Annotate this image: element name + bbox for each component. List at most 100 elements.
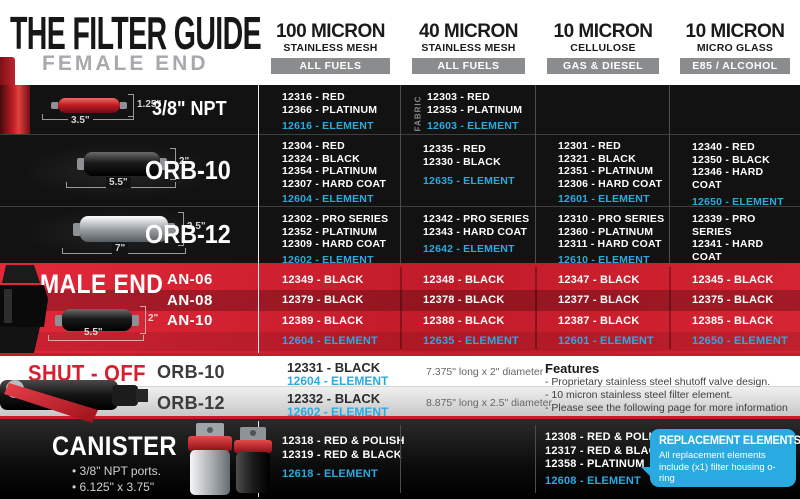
part-numbers: 12301 - RED 12321 - BLACK 12351 - PLATIN… xyxy=(558,140,663,190)
callout-body: All replacement elements include (x1) fi… xyxy=(659,450,776,484)
part-numbers: 12310 - PRO SERIES 12360 - PLATINUM 1231… xyxy=(558,213,665,250)
dim-length-label: 7" xyxy=(112,243,129,254)
cell-orb10-10micron-glass: 12340 - RED 12350 - BLACK 12346 - HARD C… xyxy=(670,135,800,208)
media-label: STAINLESS MESH xyxy=(283,42,378,54)
part-number: 12345 - BLACK xyxy=(692,274,774,286)
table-row-male-elements: 12604 - ELEMENT 12635 - ELEMENT 12601 - … xyxy=(0,332,800,351)
cell-npt-100micron: 12316 - RED 12366 - PLATINUM 12616 - ELE… xyxy=(260,85,401,134)
part-number: 12387 - BLACK xyxy=(558,315,640,327)
cell-npt-10micron-cellulose xyxy=(536,85,670,134)
dimension-bracket xyxy=(128,94,134,117)
part-numbers: 12318 - RED & POLISH 12319 - RED & BLACK xyxy=(282,435,405,461)
divider xyxy=(258,263,259,353)
cell-orb10-40micron: 12335 - RED 12330 - BLACK 12635 - ELEMEN… xyxy=(401,135,536,206)
cell-orb12-40micron: 12342 - PRO SERIES 12343 - HARD COAT 126… xyxy=(401,207,536,263)
divider xyxy=(400,267,402,349)
male-fitting-image xyxy=(0,265,48,353)
canister-table: CANISTER • 3/8" NPT ports. • 6.125" x 3.… xyxy=(0,419,800,499)
table-row-npt: 1.25" 3.5" 3/8" NPT 12316 - RED 12366 - … xyxy=(0,85,800,135)
part-numbers: 12308 - RED & POLISH 12317 - RED & BLACK… xyxy=(545,431,668,470)
cell-orb10-100micron: 12304 - RED 12324 - BLACK 12354 - PLATIN… xyxy=(260,135,401,229)
part-number: 12348 - BLACK xyxy=(423,274,505,286)
dim-height-label: 2" xyxy=(179,156,190,167)
red-filter-top-image xyxy=(0,57,15,85)
dim-height-label: 2" xyxy=(148,313,159,324)
cell-npt-10micron-glass xyxy=(670,85,800,134)
table-row-an08: AN-08 12379 - BLACK 12378 - BLACK 12377 … xyxy=(0,290,800,311)
part-number: 12331 - BLACK xyxy=(287,360,381,375)
canister-filters-image xyxy=(188,423,272,495)
divider xyxy=(400,425,401,493)
divider xyxy=(400,85,401,263)
cell-npt-40micron: FABRIC 12303 - RED 12353 - PLATINUM 1260… xyxy=(401,85,536,134)
row-stripe xyxy=(0,290,800,311)
part-numbers: 12335 - RED 12330 - BLACK xyxy=(423,143,501,168)
part-numbers: 12340 - RED 12350 - BLACK 12346 - HARD C… xyxy=(692,141,770,191)
micron-label: 10 MICRON xyxy=(685,21,785,42)
row-label-shutoff-orb12: ORB-12 xyxy=(157,393,225,413)
cell-orb12-100micron: 12302 - PRO SERIES 12352 - PLATINUM 1230… xyxy=(260,207,401,266)
element-number: 12650 - ELEMENT xyxy=(692,335,788,347)
part-numbers: 12302 - PRO SERIES 12352 - PLATINUM 1230… xyxy=(282,213,389,250)
part-number: 12349 - BLACK xyxy=(282,274,364,286)
part-number: 12375 - BLACK xyxy=(692,294,774,306)
callout-title: REPLACEMENT ELEMENTS xyxy=(659,435,800,447)
cell-orb12-10micron-glass: 12339 - PRO SERIES 12341 - HARD COAT 126… xyxy=(670,207,800,280)
inline-filter-black-image xyxy=(55,309,139,331)
element-number: 12604 - ELEMENT xyxy=(282,335,378,347)
header: THE FILTER GUIDE FEMALE END 100 MICRON S… xyxy=(0,0,800,85)
dimension-bracket xyxy=(140,306,146,334)
element-numbers: 12635 - ELEMENT xyxy=(423,175,515,187)
canister-bullets: • 3/8" NPT ports. • 6.125" x 3.75" xyxy=(72,464,161,494)
dimension-bracket xyxy=(170,148,176,180)
dim-height-label: 1.25" xyxy=(137,99,162,110)
page-title: THE FILTER GUIDE xyxy=(10,7,262,59)
part-numbers: 12316 - RED 12366 - PLATINUM xyxy=(282,91,378,116)
cell-canister-10micron-cellulose: 12308 - RED & POLISH 12317 - RED & BLACK… xyxy=(545,431,668,487)
micron-label: 100 MICRON xyxy=(275,21,386,42)
element-numbers: 12618 - ELEMENT xyxy=(282,468,378,480)
divider xyxy=(669,267,671,349)
column-header-10-micron-glass: 10 MICRON MICRO GLASS E85 / ALCOHOL xyxy=(670,22,800,74)
fuel-badge: ALL FUELS xyxy=(271,58,390,74)
dim-length-label: 5.5" xyxy=(84,327,103,338)
element-number: 12604 - ELEMENT xyxy=(287,374,389,388)
row-label-an08: AN-08 xyxy=(167,292,213,309)
part-numbers: 12304 - RED 12324 - BLACK 12354 - PLATIN… xyxy=(282,140,387,190)
divider xyxy=(535,85,536,263)
dimension-bracket xyxy=(178,212,184,246)
element-numbers: 12601 - ELEMENT xyxy=(558,193,650,205)
column-header-100-micron: 100 MICRON STAINLESS MESH ALL FUELS xyxy=(260,22,401,74)
media-label: CELLULOSE xyxy=(570,42,636,54)
inline-filter-silver-image xyxy=(73,216,175,242)
media-label: MICRO GLASS xyxy=(696,42,774,54)
fabric-note: FABRIC xyxy=(413,95,423,132)
element-numbers: 12642 - ELEMENT xyxy=(423,243,515,255)
fuel-badge: GAS & DIESEL xyxy=(546,58,660,74)
part-numbers: 12339 - PRO SERIES 12341 - HARD COAT xyxy=(692,213,764,263)
fuel-badge: E85 / ALCOHOL xyxy=(680,58,790,74)
element-numbers: 12616 - ELEMENT xyxy=(282,120,374,132)
column-header-10-micron-cellulose: 10 MICRON CELLULOSE GAS & DIESEL xyxy=(536,22,670,74)
dim-height-label: 2.5" xyxy=(187,221,206,232)
part-numbers: 12342 - PRO SERIES 12343 - HARD COAT xyxy=(423,213,530,238)
element-numbers: 12650 - ELEMENT xyxy=(692,196,784,208)
divider xyxy=(258,85,259,263)
part-number: 12377 - BLACK xyxy=(558,294,640,306)
element-numbers: 12603 - ELEMENT xyxy=(427,120,519,132)
divider xyxy=(669,85,670,263)
male-end-table: AN-06 12349 - BLACK 12348 - BLACK 12347 … xyxy=(0,263,800,353)
cell-orb12-10micron-cellulose: 12310 - PRO SERIES 12360 - PLATINUM 1231… xyxy=(536,207,670,266)
row-label-an06: AN-06 xyxy=(167,271,213,288)
media-label: STAINLESS MESH xyxy=(421,42,516,54)
element-numbers: 12602 - ELEMENT xyxy=(282,253,374,266)
part-number: 12389 - BLACK xyxy=(282,315,364,327)
dim-length-label: 5.5" xyxy=(106,177,131,188)
dimension-bracket xyxy=(48,335,144,341)
element-number: 12635 - ELEMENT xyxy=(423,335,519,347)
element-number: 12602 - ELEMENT xyxy=(287,405,389,419)
part-number: 12347 - BLACK xyxy=(558,274,640,286)
part-number: 12385 - BLACK xyxy=(692,315,774,327)
divider xyxy=(535,267,537,349)
replacement-elements-callout: REPLACEMENT ELEMENTS All replacement ele… xyxy=(641,429,800,487)
